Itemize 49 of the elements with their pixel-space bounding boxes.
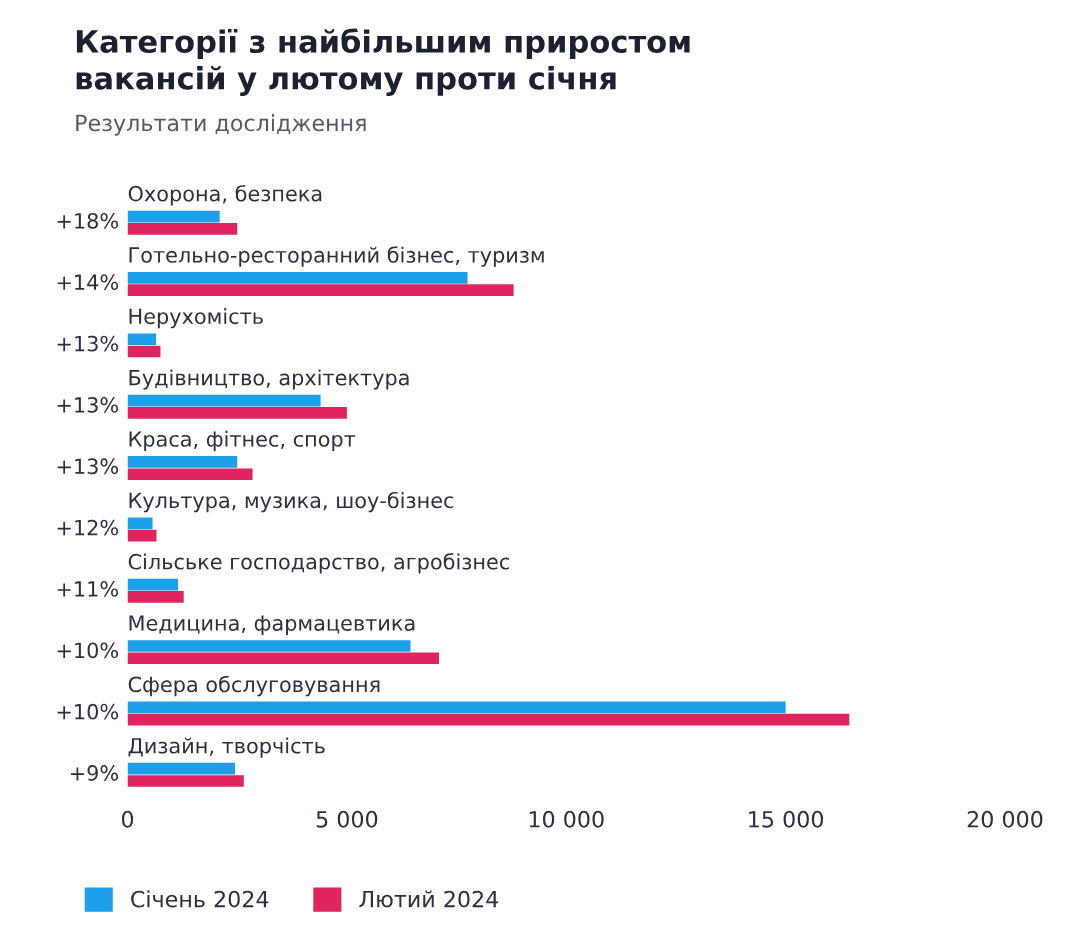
y-tick-label: Медицина, фармацевтика (129, 615, 415, 635)
text: +9% (70, 765, 119, 781)
x-tick-label: 20 000 (967, 810, 1043, 828)
bar (127, 640, 411, 652)
y-tick-label: Сфера обслуговування (128, 675, 380, 697)
text: +10% (57, 642, 119, 659)
y-tick-label: Охорона, безпека (128, 184, 322, 206)
bar (127, 456, 238, 468)
x-tick-label: 5 000 (316, 810, 378, 828)
bar (127, 529, 157, 542)
x-tick-label: 15 000 (749, 810, 824, 828)
bar (127, 517, 153, 530)
bar (127, 652, 440, 665)
bar (127, 713, 850, 726)
bar (127, 333, 157, 346)
chart-title: Категорії з найбільшим приростом вакансій у лютому проти січня (76, 28, 690, 96)
bar (127, 345, 161, 358)
y-tick-label: Культура, музика, шоу-бізнес (129, 491, 454, 513)
bar (127, 578, 178, 591)
text: +10% (57, 703, 119, 720)
x-tick-label: 10 000 (529, 810, 604, 828)
y-tick-label: Нерухомість (129, 308, 263, 329)
bar (127, 468, 253, 481)
text: +13% (57, 335, 119, 352)
bar (127, 701, 786, 714)
y-tick-label: Сільське господарство, агробізнес (128, 553, 509, 574)
y-tick-label: Будівництво, архітектура (129, 369, 409, 390)
y-tick-label: Краса, фітнес, спорт (129, 430, 356, 451)
legend-label: Лютий 2024 (359, 890, 499, 908)
legend-label: Січень 2024 (131, 890, 269, 908)
y-tick-label: Дизайн, творчість (128, 737, 325, 758)
bar (127, 407, 347, 419)
text: +12% (57, 519, 119, 536)
chart-subtitle: Результати дослідження (76, 114, 366, 136)
bar (127, 775, 244, 787)
bar (127, 284, 514, 296)
x-tick-label: 0 (121, 810, 134, 828)
y-tick-label: Готельно-ресторанний бізнес, туризм (129, 246, 544, 267)
bar (127, 222, 238, 235)
text: +11% (57, 581, 119, 597)
bar (127, 394, 321, 407)
text: +13% (57, 397, 119, 413)
text: +18% (57, 212, 119, 229)
bar (127, 591, 184, 603)
bar (127, 210, 220, 223)
text: +14% (57, 274, 119, 291)
bar (127, 762, 236, 775)
bar (127, 272, 468, 284)
text: +13% (57, 458, 119, 475)
